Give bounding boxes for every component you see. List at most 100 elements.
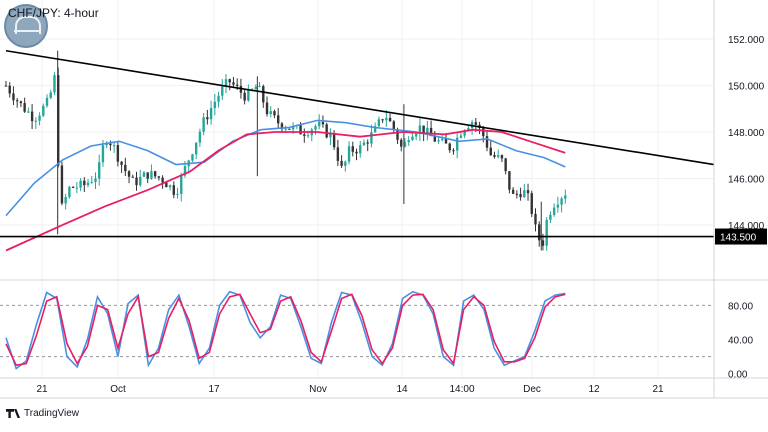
candle-body — [277, 115, 280, 124]
candle-body — [112, 145, 116, 147]
price-tag-label: 143.500 — [720, 233, 757, 244]
candle-body — [161, 177, 164, 183]
resistance-trendline — [5, 49, 715, 166]
candle-body — [448, 143, 451, 151]
candle-body — [53, 75, 56, 93]
candle-body — [381, 119, 384, 121]
candle-body — [45, 97, 49, 106]
candle-body — [165, 182, 168, 188]
candle-body — [120, 161, 123, 165]
candle-body — [68, 186, 71, 198]
time-tick-label: 21 — [652, 384, 664, 395]
candle-body — [332, 133, 336, 148]
candle-body — [400, 139, 403, 147]
candle-body — [519, 194, 522, 198]
candle-body — [116, 145, 120, 162]
candle-body — [318, 121, 321, 127]
candle-body — [224, 79, 228, 87]
candle-body — [180, 175, 183, 194]
candle-body — [560, 198, 563, 205]
candle-body — [426, 127, 429, 135]
candle-body — [284, 128, 287, 130]
candle-body — [15, 100, 19, 102]
brand-label: TradingView — [24, 408, 80, 419]
stochastic-oscillator — [0, 290, 714, 370]
candle-body — [83, 180, 86, 186]
candle-body — [71, 186, 75, 188]
candle-body — [325, 124, 328, 138]
candle-body — [291, 125, 295, 130]
candle-body — [146, 172, 149, 179]
candle-body — [254, 86, 258, 90]
candle-body — [168, 185, 172, 188]
candle-body — [194, 142, 198, 155]
candle-body — [467, 128, 470, 131]
oscillator-tick-label: 40.00 — [728, 336, 753, 347]
oscillator-tick-label: 80.00 — [728, 301, 753, 312]
candle-body — [355, 151, 358, 154]
candle-body — [388, 117, 392, 122]
candle-body — [373, 126, 377, 133]
candle-body — [262, 86, 265, 103]
candle-body — [351, 146, 354, 152]
price-tick-label: 152.000 — [728, 35, 765, 46]
candle-body — [135, 177, 138, 186]
candle-body — [8, 85, 11, 94]
price-tick-label: 148.000 — [728, 128, 765, 139]
candle-body — [109, 143, 112, 146]
candle-body — [101, 145, 105, 163]
candle-body — [418, 125, 422, 134]
candle-body — [213, 101, 217, 109]
candle-body — [362, 142, 366, 146]
candle-body — [403, 142, 407, 147]
candle-body — [511, 189, 515, 194]
time-tick-label: 14:00 — [449, 384, 474, 395]
candle-body — [552, 207, 556, 215]
candle-body — [198, 131, 202, 143]
time-tick-label: Dec — [523, 384, 541, 395]
candle-body — [172, 185, 175, 195]
candle-body — [530, 193, 533, 214]
candle-body — [273, 111, 276, 116]
candles — [4, 50, 567, 251]
candle-body — [191, 154, 194, 161]
candle-body — [392, 121, 395, 130]
price-tag: 143.500 — [715, 228, 767, 245]
candle-body — [299, 125, 302, 135]
candle-body — [280, 123, 284, 130]
ma-fast-line — [5, 128, 566, 252]
candle-body — [235, 84, 239, 86]
candle-body — [49, 92, 52, 98]
footer[interactable]: TradingView — [6, 408, 79, 419]
candle-body — [564, 195, 567, 199]
candle-body — [526, 190, 530, 194]
candle-body — [176, 193, 179, 195]
oscillator-tick-label: 0.00 — [728, 370, 748, 381]
candle-body — [370, 132, 373, 144]
candle-body — [183, 166, 187, 176]
candle-body — [482, 128, 485, 137]
candle-body — [463, 130, 466, 136]
trendlines — [0, 49, 715, 238]
candle-body — [150, 171, 153, 179]
candle-body — [340, 160, 343, 166]
candle-body — [19, 101, 23, 104]
candle-body — [4, 85, 8, 87]
chart-title: CHF/JPY: 4-hour — [8, 6, 99, 20]
candle-body — [523, 190, 526, 198]
time-tick-label: Oct — [110, 384, 126, 395]
candle-body — [459, 135, 463, 138]
publisher-logo — [4, 4, 48, 48]
candle-body — [79, 180, 82, 188]
candle-body — [239, 85, 243, 93]
candle-body — [105, 143, 108, 146]
ma-slow-line — [5, 119, 566, 217]
candle-body — [444, 138, 448, 144]
candle-body — [411, 136, 414, 141]
candle-body — [258, 86, 261, 88]
candle-body — [90, 182, 93, 184]
candle-body — [500, 155, 504, 159]
candle-body — [329, 133, 332, 138]
moving-averages — [5, 119, 566, 252]
